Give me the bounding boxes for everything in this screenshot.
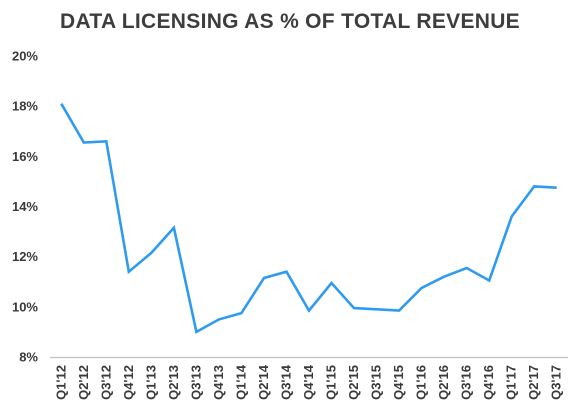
- x-tick-label: Q1'14: [233, 364, 248, 400]
- x-tick-label: Q2'16: [436, 365, 451, 400]
- x-tick-label: Q3'12: [98, 365, 113, 400]
- x-tick-label: Q2'17: [526, 365, 541, 400]
- x-tick-label: Q1'12: [53, 365, 68, 400]
- x-tick-label: Q1'17: [504, 365, 519, 400]
- y-tick-label: 12%: [12, 249, 38, 264]
- x-tick-label: Q3'14: [278, 364, 293, 400]
- x-tick-label: Q1'16: [414, 365, 429, 400]
- x-tick-label: Q3'17: [549, 365, 564, 400]
- x-tick-label: Q2'13: [166, 365, 181, 400]
- chart-title: DATA LICENSING AS % OF TOTAL REVENUE: [60, 10, 520, 33]
- x-tick-label: Q4'16: [481, 365, 496, 400]
- x-tick-label: Q4'15: [391, 365, 406, 400]
- x-tick-label: Q3'15: [369, 365, 384, 400]
- y-tick-label: 16%: [12, 149, 38, 164]
- x-tick-label: Q4'14: [301, 364, 316, 400]
- x-tick-label: Q2'12: [76, 365, 91, 400]
- series-line: [60, 103, 557, 334]
- x-tick-label: Q4'13: [211, 365, 226, 400]
- x-tick-label: Q3'13: [188, 365, 203, 400]
- x-tick-label: Q2'14: [256, 364, 271, 400]
- y-tick-label: 10%: [12, 299, 38, 314]
- y-tick-label: 14%: [12, 199, 38, 214]
- y-tick-label: 18%: [12, 99, 38, 114]
- y-tick-label: 20%: [12, 49, 38, 64]
- x-tick-label: Q1'13: [143, 365, 158, 400]
- x-tick-label: Q4'12: [121, 365, 136, 400]
- x-tick-label: Q1'15: [324, 365, 339, 400]
- x-tick-label: Q2'15: [346, 365, 361, 400]
- y-tick-label: 8%: [19, 350, 38, 365]
- x-tick-label: Q3'16: [459, 365, 474, 400]
